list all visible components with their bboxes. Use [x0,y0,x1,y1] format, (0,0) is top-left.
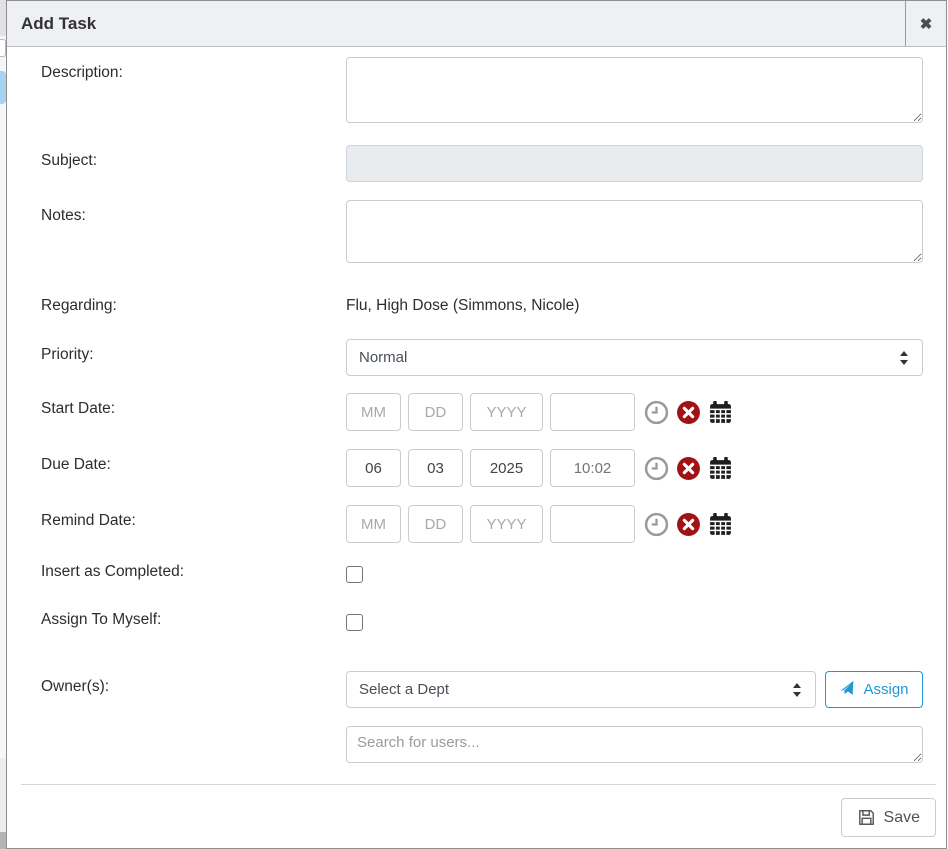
remind-date-row: Remind Date: [41,505,922,543]
due-month-input[interactable] [346,449,401,487]
due-time-input[interactable] [550,449,635,487]
owners-row: Owner(s): Select a Dept Assign [41,671,923,768]
priority-label: Priority: [41,346,94,363]
assign-button-label: Assign [863,681,909,698]
priority-select[interactable]: Normal [346,339,923,376]
remind-time-input[interactable] [550,505,635,543]
due-time-picker-button[interactable] [644,456,669,481]
close-icon: ✖ [919,15,933,33]
remind-day-input[interactable] [408,505,463,543]
priority-selected-value: Normal [359,349,408,366]
subject-row: Subject: [41,145,923,182]
subject-label: Subject: [41,152,98,169]
subject-input [346,145,923,182]
calendar-icon [710,512,731,535]
description-input[interactable] [346,57,923,123]
description-label: Description: [41,64,123,81]
background-page-sliver [0,0,7,849]
clock-icon [644,456,669,480]
assign-myself-row: Assign To Myself: [41,611,922,631]
insert-completed-row: Insert as Completed: [41,563,922,583]
clock-icon [644,400,669,424]
remind-date-clear-button[interactable] [676,512,701,537]
save-icon [858,810,874,825]
start-date-calendar-button[interactable] [708,400,733,425]
description-row: Description: [41,57,923,128]
background-footer-fragment [0,832,7,849]
start-date-clear-button[interactable] [676,400,701,425]
regarding-value: Flu, High Dose (Simmons, Nicole) [346,297,580,314]
save-button[interactable]: Save [840,798,936,837]
clock-icon [644,512,669,536]
start-year-input[interactable] [470,393,543,431]
paper-plane-icon [840,681,854,695]
start-day-input[interactable] [408,393,463,431]
owners-label: Owner(s): [41,678,110,695]
remind-date-calendar-button[interactable] [708,512,733,537]
calendar-icon [710,400,731,423]
due-date-row: Due Date: [41,449,922,487]
start-time-picker-button[interactable] [644,400,669,425]
due-date-calendar-button[interactable] [708,456,733,481]
select-arrows-icon [793,682,801,697]
start-time-input[interactable] [550,393,635,431]
user-search-input[interactable] [346,726,923,763]
due-year-input[interactable] [470,449,543,487]
background-blue-button-fragment [0,71,6,104]
remind-year-input[interactable] [470,505,543,543]
background-header-fragment [0,0,7,36]
regarding-label: Regarding: [41,297,117,314]
start-date-label: Start Date: [41,400,116,417]
assign-myself-label: Assign To Myself: [41,611,162,628]
clear-circle-icon [677,456,700,480]
clear-circle-icon [677,512,700,536]
due-date-clear-button[interactable] [676,456,701,481]
background-card-fragment [0,39,6,57]
due-day-input[interactable] [408,449,463,487]
assign-button[interactable]: Assign [825,671,923,708]
close-button[interactable]: ✖ [905,1,946,46]
dialog-footer: Save [21,784,936,849]
background-lower-fragment [0,758,7,832]
notes-label: Notes: [41,207,86,224]
calendar-icon [710,456,731,479]
department-selected-value: Select a Dept [359,681,450,698]
select-arrows-icon [900,350,908,365]
start-month-input[interactable] [346,393,401,431]
department-select[interactable]: Select a Dept [346,671,816,708]
add-task-dialog: Add Task ✖ Description: Subject: Notes: … [6,0,947,849]
dialog-header: Add Task ✖ [7,0,946,47]
insert-completed-label: Insert as Completed: [41,563,185,580]
notes-input[interactable] [346,200,923,263]
regarding-row: Regarding: Flu, High Dose (Simmons, Nico… [41,290,922,315]
due-date-label: Due Date: [41,456,111,473]
remind-date-label: Remind Date: [41,512,136,529]
priority-row: Priority: Normal [41,339,923,376]
assign-myself-checkbox[interactable] [346,614,363,631]
dialog-title: Add Task [21,13,97,33]
start-date-row: Start Date: [41,393,922,431]
clear-circle-icon [677,400,700,424]
save-button-label: Save [883,808,920,826]
dialog-body: Description: Subject: Notes: Regarding: … [7,47,946,784]
insert-completed-checkbox[interactable] [346,566,363,583]
notes-row: Notes: [41,200,923,268]
remind-time-picker-button[interactable] [644,512,669,537]
remind-month-input[interactable] [346,505,401,543]
